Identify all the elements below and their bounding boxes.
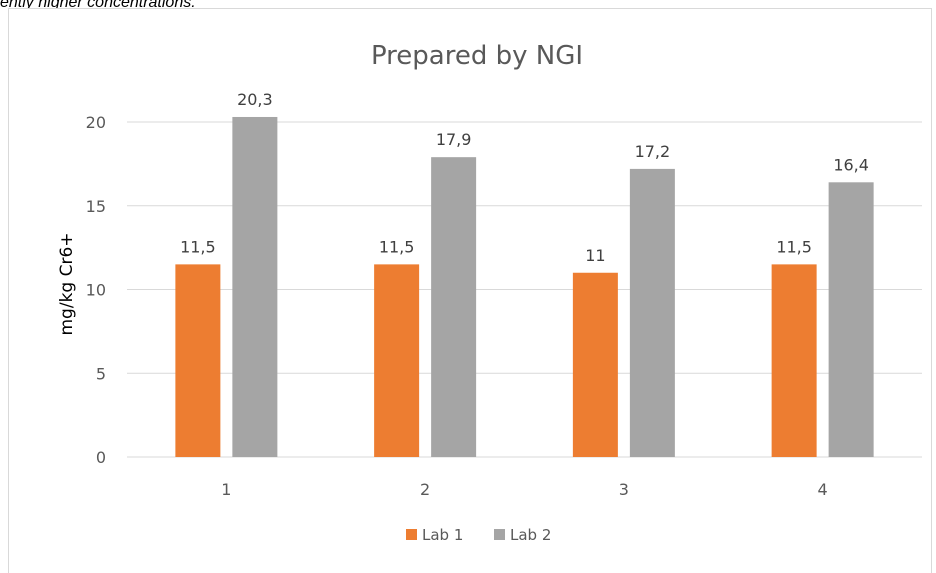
data-label-lab-2-3: 17,2 xyxy=(635,142,671,161)
data-label-lab-1-2: 11,5 xyxy=(379,237,415,256)
legend: Lab 1 Lab 2 xyxy=(406,526,551,544)
data-label-lab-1-1: 11,5 xyxy=(180,237,216,256)
bar-lab-1-2 xyxy=(374,264,420,457)
y-tick-label-10: 10 xyxy=(86,281,106,300)
y-tick-label-20: 20 xyxy=(86,113,106,132)
bar-lab-2-3 xyxy=(629,168,675,457)
y-tick-label-0: 0 xyxy=(96,448,106,467)
bar-lab-1-4 xyxy=(771,264,817,457)
legend-swatch-lab-2 xyxy=(494,529,505,540)
bar-lab-1-1 xyxy=(175,264,221,457)
y-tick-label-15: 15 xyxy=(86,197,106,216)
data-labels: 11,5 20,3 11,5 17,9 11 17,2 11,5 16,4 xyxy=(180,90,869,265)
chart-title: Prepared by NGI xyxy=(371,41,583,71)
x-tick-labels: 1 2 3 4 xyxy=(221,480,827,499)
bar-lab-1-3 xyxy=(572,272,618,457)
y-tick-label-5: 5 xyxy=(96,364,106,383)
legend-label-lab-1: Lab 1 xyxy=(422,526,463,544)
data-label-lab-1-4: 11,5 xyxy=(776,237,812,256)
bar-lab-2-4 xyxy=(828,182,874,458)
bar-lab-2-1 xyxy=(232,116,278,457)
bar-lab-2-2 xyxy=(431,157,477,458)
x-tick-label-1: 1 xyxy=(221,480,231,499)
bars xyxy=(175,116,874,458)
y-axis-label: mg/kg Cr6+ xyxy=(57,232,77,335)
legend-swatch-lab-1 xyxy=(406,529,417,540)
data-label-lab-2-1: 20,3 xyxy=(237,90,273,109)
data-label-lab-1-3: 11 xyxy=(585,246,605,265)
x-tick-label-4: 4 xyxy=(818,480,828,499)
data-label-lab-2-2: 17,9 xyxy=(436,130,472,149)
data-label-lab-2-4: 16,4 xyxy=(833,155,869,174)
y-tick-labels: 0 5 10 15 20 xyxy=(86,113,106,467)
x-tick-label-3: 3 xyxy=(619,480,629,499)
legend-label-lab-2: Lab 2 xyxy=(510,526,551,544)
x-tick-label-2: 2 xyxy=(420,480,430,499)
body-text-snippet: ently higher concentrations. xyxy=(0,0,196,11)
